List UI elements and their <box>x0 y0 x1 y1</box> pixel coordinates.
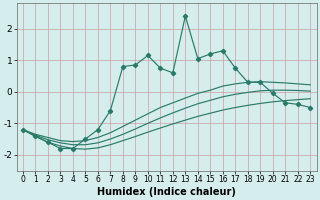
X-axis label: Humidex (Indice chaleur): Humidex (Indice chaleur) <box>97 187 236 197</box>
